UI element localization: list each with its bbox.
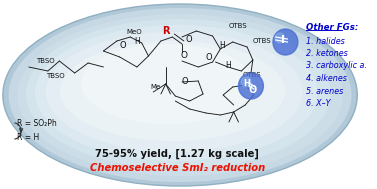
Text: Me: Me bbox=[150, 84, 160, 90]
Ellipse shape bbox=[46, 32, 303, 152]
Ellipse shape bbox=[3, 4, 357, 186]
Text: R = SO₂Ph: R = SO₂Ph bbox=[17, 119, 57, 129]
Text: Other FGs:: Other FGs: bbox=[305, 22, 358, 32]
Circle shape bbox=[241, 77, 251, 87]
Circle shape bbox=[275, 33, 285, 43]
Text: R: R bbox=[162, 26, 169, 36]
Text: Chemoselective SmI₂ reduction: Chemoselective SmI₂ reduction bbox=[90, 163, 265, 173]
Ellipse shape bbox=[81, 44, 254, 124]
Text: H: H bbox=[134, 37, 140, 46]
Text: O: O bbox=[119, 42, 126, 50]
Ellipse shape bbox=[60, 41, 285, 141]
Text: H: H bbox=[225, 60, 231, 70]
Circle shape bbox=[273, 29, 298, 55]
Text: 2. ketones: 2. ketones bbox=[305, 49, 347, 58]
Ellipse shape bbox=[26, 19, 330, 169]
Text: 5. arenes: 5. arenes bbox=[305, 87, 343, 95]
Text: MeO: MeO bbox=[126, 29, 142, 35]
Text: I: I bbox=[280, 35, 285, 45]
Text: 4. alkenes: 4. alkenes bbox=[305, 74, 346, 83]
Ellipse shape bbox=[9, 8, 351, 182]
Text: O: O bbox=[180, 51, 187, 60]
Text: O: O bbox=[249, 85, 257, 95]
Text: TBSO: TBSO bbox=[37, 58, 55, 64]
Text: H: H bbox=[244, 80, 251, 88]
Text: R = H: R = H bbox=[17, 132, 40, 142]
Circle shape bbox=[239, 73, 264, 99]
Text: 6. X–Y: 6. X–Y bbox=[305, 99, 330, 108]
Ellipse shape bbox=[35, 25, 317, 161]
Text: 3. carboxylic a.: 3. carboxylic a. bbox=[305, 61, 366, 70]
Text: 75-95% yield, [1.27 kg scale]: 75-95% yield, [1.27 kg scale] bbox=[95, 149, 259, 159]
Text: 1. halides: 1. halides bbox=[305, 36, 344, 46]
Text: O: O bbox=[185, 36, 192, 44]
Text: TBSO: TBSO bbox=[46, 73, 64, 79]
Text: H: H bbox=[219, 42, 225, 50]
Text: O: O bbox=[205, 53, 212, 61]
Ellipse shape bbox=[17, 14, 343, 176]
Text: O: O bbox=[182, 77, 188, 87]
Text: OTBS: OTBS bbox=[242, 72, 261, 78]
Text: OTBS: OTBS bbox=[228, 23, 247, 29]
Text: OTBS: OTBS bbox=[252, 38, 271, 44]
